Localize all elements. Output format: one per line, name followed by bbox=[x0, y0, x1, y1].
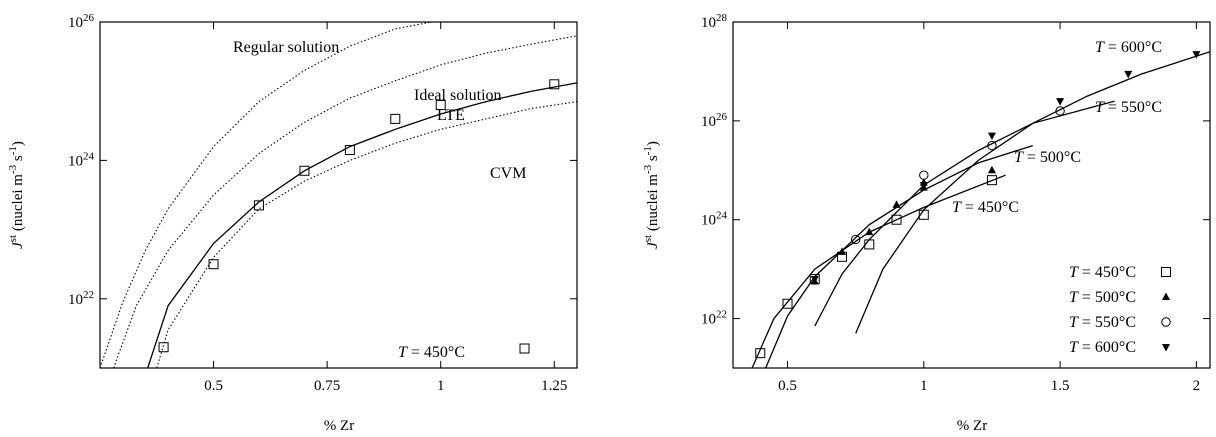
right-point-circle bbox=[919, 170, 929, 180]
x-tick-label: 1.25 bbox=[541, 378, 567, 394]
left-point-square bbox=[549, 79, 560, 90]
right-point-triangle-up bbox=[865, 227, 874, 236]
legend-marker-square bbox=[1161, 267, 1171, 277]
left-point-square bbox=[435, 100, 446, 111]
right-plot-frame bbox=[732, 21, 1211, 369]
right-point-square bbox=[782, 298, 793, 309]
y-tick-label: 1026 bbox=[701, 111, 728, 130]
left-chart: 0.5 0.75 1 1.25 1022 1024 1026 Regular solutio… bbox=[7, 12, 578, 434]
left-point-square bbox=[390, 113, 401, 124]
y-tick-label: 1026 bbox=[68, 12, 95, 31]
right-y-axis-label: Jst (nuclei m-3 s-1) bbox=[642, 141, 661, 249]
x-tick-label: 1 bbox=[437, 378, 445, 394]
right-point-square bbox=[986, 175, 997, 186]
x-tick-label: 0.5 bbox=[778, 378, 797, 394]
y-tick-label: 1022 bbox=[701, 309, 727, 328]
left-curve-regular-solution bbox=[100, 22, 432, 368]
right-point-triangle-down bbox=[1056, 98, 1065, 106]
left-curve-lte bbox=[147, 82, 577, 368]
right-legend: T = 450°C T = 500°C T = 550°C T = 600°C bbox=[1069, 264, 1171, 356]
right-chart: 0.5 1 1.5 2 1022 1024 1026 1028 T = 600°C T = 5… bbox=[642, 12, 1211, 434]
right-curve-t-500-c bbox=[765, 144, 1033, 368]
x-tick-label: 0.75 bbox=[314, 378, 340, 394]
y-tick-label: 1022 bbox=[68, 289, 94, 308]
x-tick-label: 2 bbox=[1193, 378, 1201, 394]
right-point-triangle-down bbox=[1192, 51, 1201, 59]
right-axis-ticks: 0.5 1 1.5 2 1022 1024 1026 1028 bbox=[701, 12, 1210, 394]
legend-marker-circle bbox=[1161, 317, 1171, 327]
left-data-points bbox=[158, 79, 560, 353]
left-curve-ideal-solution bbox=[113, 35, 577, 368]
right-point-circle bbox=[987, 140, 997, 151]
x-tick-label: 1.5 bbox=[1051, 378, 1070, 394]
right-point-triangle-up bbox=[987, 165, 996, 174]
right-point-square bbox=[864, 239, 875, 250]
right-point-square bbox=[755, 348, 766, 359]
right-curve-t-600-c bbox=[855, 51, 1210, 334]
curve-label-450: T = 450°C bbox=[952, 199, 1019, 216]
y-tick-label: 1028 bbox=[701, 12, 728, 31]
right-point-triangle-down bbox=[1124, 70, 1133, 79]
right-x-axis-label: % Zr bbox=[957, 418, 987, 434]
legend-label: T = 550°C bbox=[1069, 314, 1136, 331]
right-point-square bbox=[918, 209, 929, 220]
right-point-circle bbox=[1055, 106, 1065, 116]
annotation-temperature: T = 450°C bbox=[398, 344, 465, 361]
curve-label-500: T = 500°C bbox=[1014, 149, 1081, 166]
x-tick-label: 0.5 bbox=[204, 378, 223, 394]
left-x-axis-label: % Zr bbox=[324, 418, 354, 434]
left-y-axis-label: Jst (nuclei m-3 s-1) bbox=[7, 141, 26, 249]
annotation-regular-solution: Regular solution bbox=[233, 39, 339, 56]
right-point-triangle-up bbox=[892, 200, 901, 208]
curve-label-550: T = 550°C bbox=[1095, 99, 1162, 116]
left-plot-frame bbox=[99, 21, 578, 369]
left-point-square bbox=[254, 200, 264, 211]
left-point-square bbox=[208, 259, 219, 270]
legend-label: T = 600°C bbox=[1069, 339, 1136, 356]
left-point-square bbox=[299, 165, 310, 176]
right-data-points bbox=[755, 51, 1201, 359]
annotation-lte: LTE bbox=[437, 107, 465, 124]
annotation-cvm: CVM bbox=[490, 165, 526, 182]
right-point-triangle-up bbox=[838, 247, 847, 255]
legend-marker-square bbox=[519, 343, 530, 354]
annotation-ideal-solution: Ideal solution bbox=[414, 87, 502, 104]
right-point-triangle-down bbox=[810, 276, 819, 284]
x-tick-label: 1 bbox=[920, 378, 928, 394]
right-point-triangle-down bbox=[987, 132, 996, 141]
legend-marker-triangle-down bbox=[1162, 344, 1170, 352]
y-tick-label: 1024 bbox=[68, 150, 95, 169]
right-point-triangle-down bbox=[919, 182, 928, 190]
curve-label-600: T = 600°C bbox=[1095, 39, 1162, 56]
legend-label: T = 500°C bbox=[1069, 289, 1136, 306]
y-tick-label: 1024 bbox=[701, 210, 728, 229]
left-curves bbox=[100, 22, 577, 368]
right-point-square bbox=[891, 214, 902, 225]
left-point-square bbox=[158, 342, 169, 353]
left-axis-ticks: 0.5 0.75 1 1.25 1022 1024 1026 bbox=[68, 12, 577, 394]
left-point-square bbox=[344, 145, 355, 156]
right-point-circle bbox=[850, 234, 861, 245]
legend-marker-triangle-up bbox=[1162, 292, 1170, 300]
legend-label: T = 450°C bbox=[1069, 264, 1136, 281]
left-curve-cvm bbox=[156, 101, 577, 368]
